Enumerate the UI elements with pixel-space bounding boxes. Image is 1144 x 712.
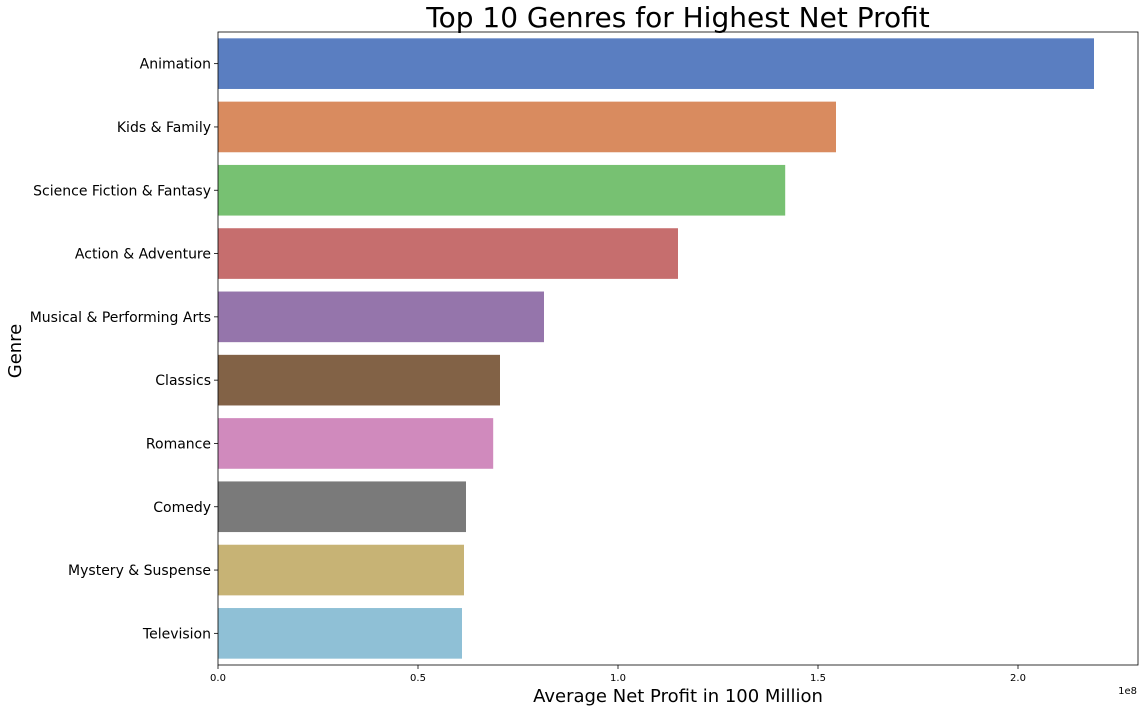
- bar-6: [218, 418, 494, 469]
- category-labels: Animation Kids & Family Science Fiction & …: [30, 57, 218, 642]
- bar-0: [218, 38, 1094, 89]
- bars: [218, 38, 1094, 659]
- x-tick-label-3: 1.5: [810, 673, 826, 684]
- bar-1: [218, 101, 836, 153]
- x-tick-label-2: 1.0: [610, 673, 626, 684]
- x-tick-label-0: 0.0: [210, 673, 226, 684]
- category-label-6: Romance: [146, 436, 211, 452]
- bar-3: [218, 228, 678, 279]
- chart-title: Top 10 Genres for Highest Net Profit: [425, 1, 930, 34]
- category-label-5: Classics: [155, 373, 211, 389]
- category-label-0: Animation: [140, 57, 211, 73]
- bar-5: [218, 354, 500, 406]
- x-axis-offset-label: 1e8: [1118, 686, 1137, 697]
- x-tick-label-4: 2.0: [1010, 673, 1026, 684]
- bar-7: [218, 481, 466, 533]
- bar-4: [218, 291, 544, 343]
- category-label-8: Mystery & Suspense: [68, 563, 211, 579]
- category-label-9: Television: [142, 626, 211, 642]
- plot-frame: [217, 31, 1139, 666]
- x-ticks: 0.0 0.5 1.0 1.5 2.0: [210, 665, 1026, 684]
- category-label-7: Comedy: [153, 500, 211, 516]
- bar-8: [218, 544, 464, 596]
- x-tick-label-1: 0.5: [410, 673, 426, 684]
- x-axis-label: Average Net Profit in 100 Million: [533, 686, 823, 707]
- y-axis-label: Genre: [5, 324, 26, 379]
- bar-9: [218, 608, 462, 659]
- category-label-4: Musical & Performing Arts: [30, 310, 211, 326]
- category-label-3: Action & Adventure: [75, 247, 211, 263]
- category-label-1: Kids & Family: [117, 120, 211, 136]
- category-label-2: Science Fiction & Fantasy: [33, 183, 211, 199]
- bar-2: [218, 164, 786, 216]
